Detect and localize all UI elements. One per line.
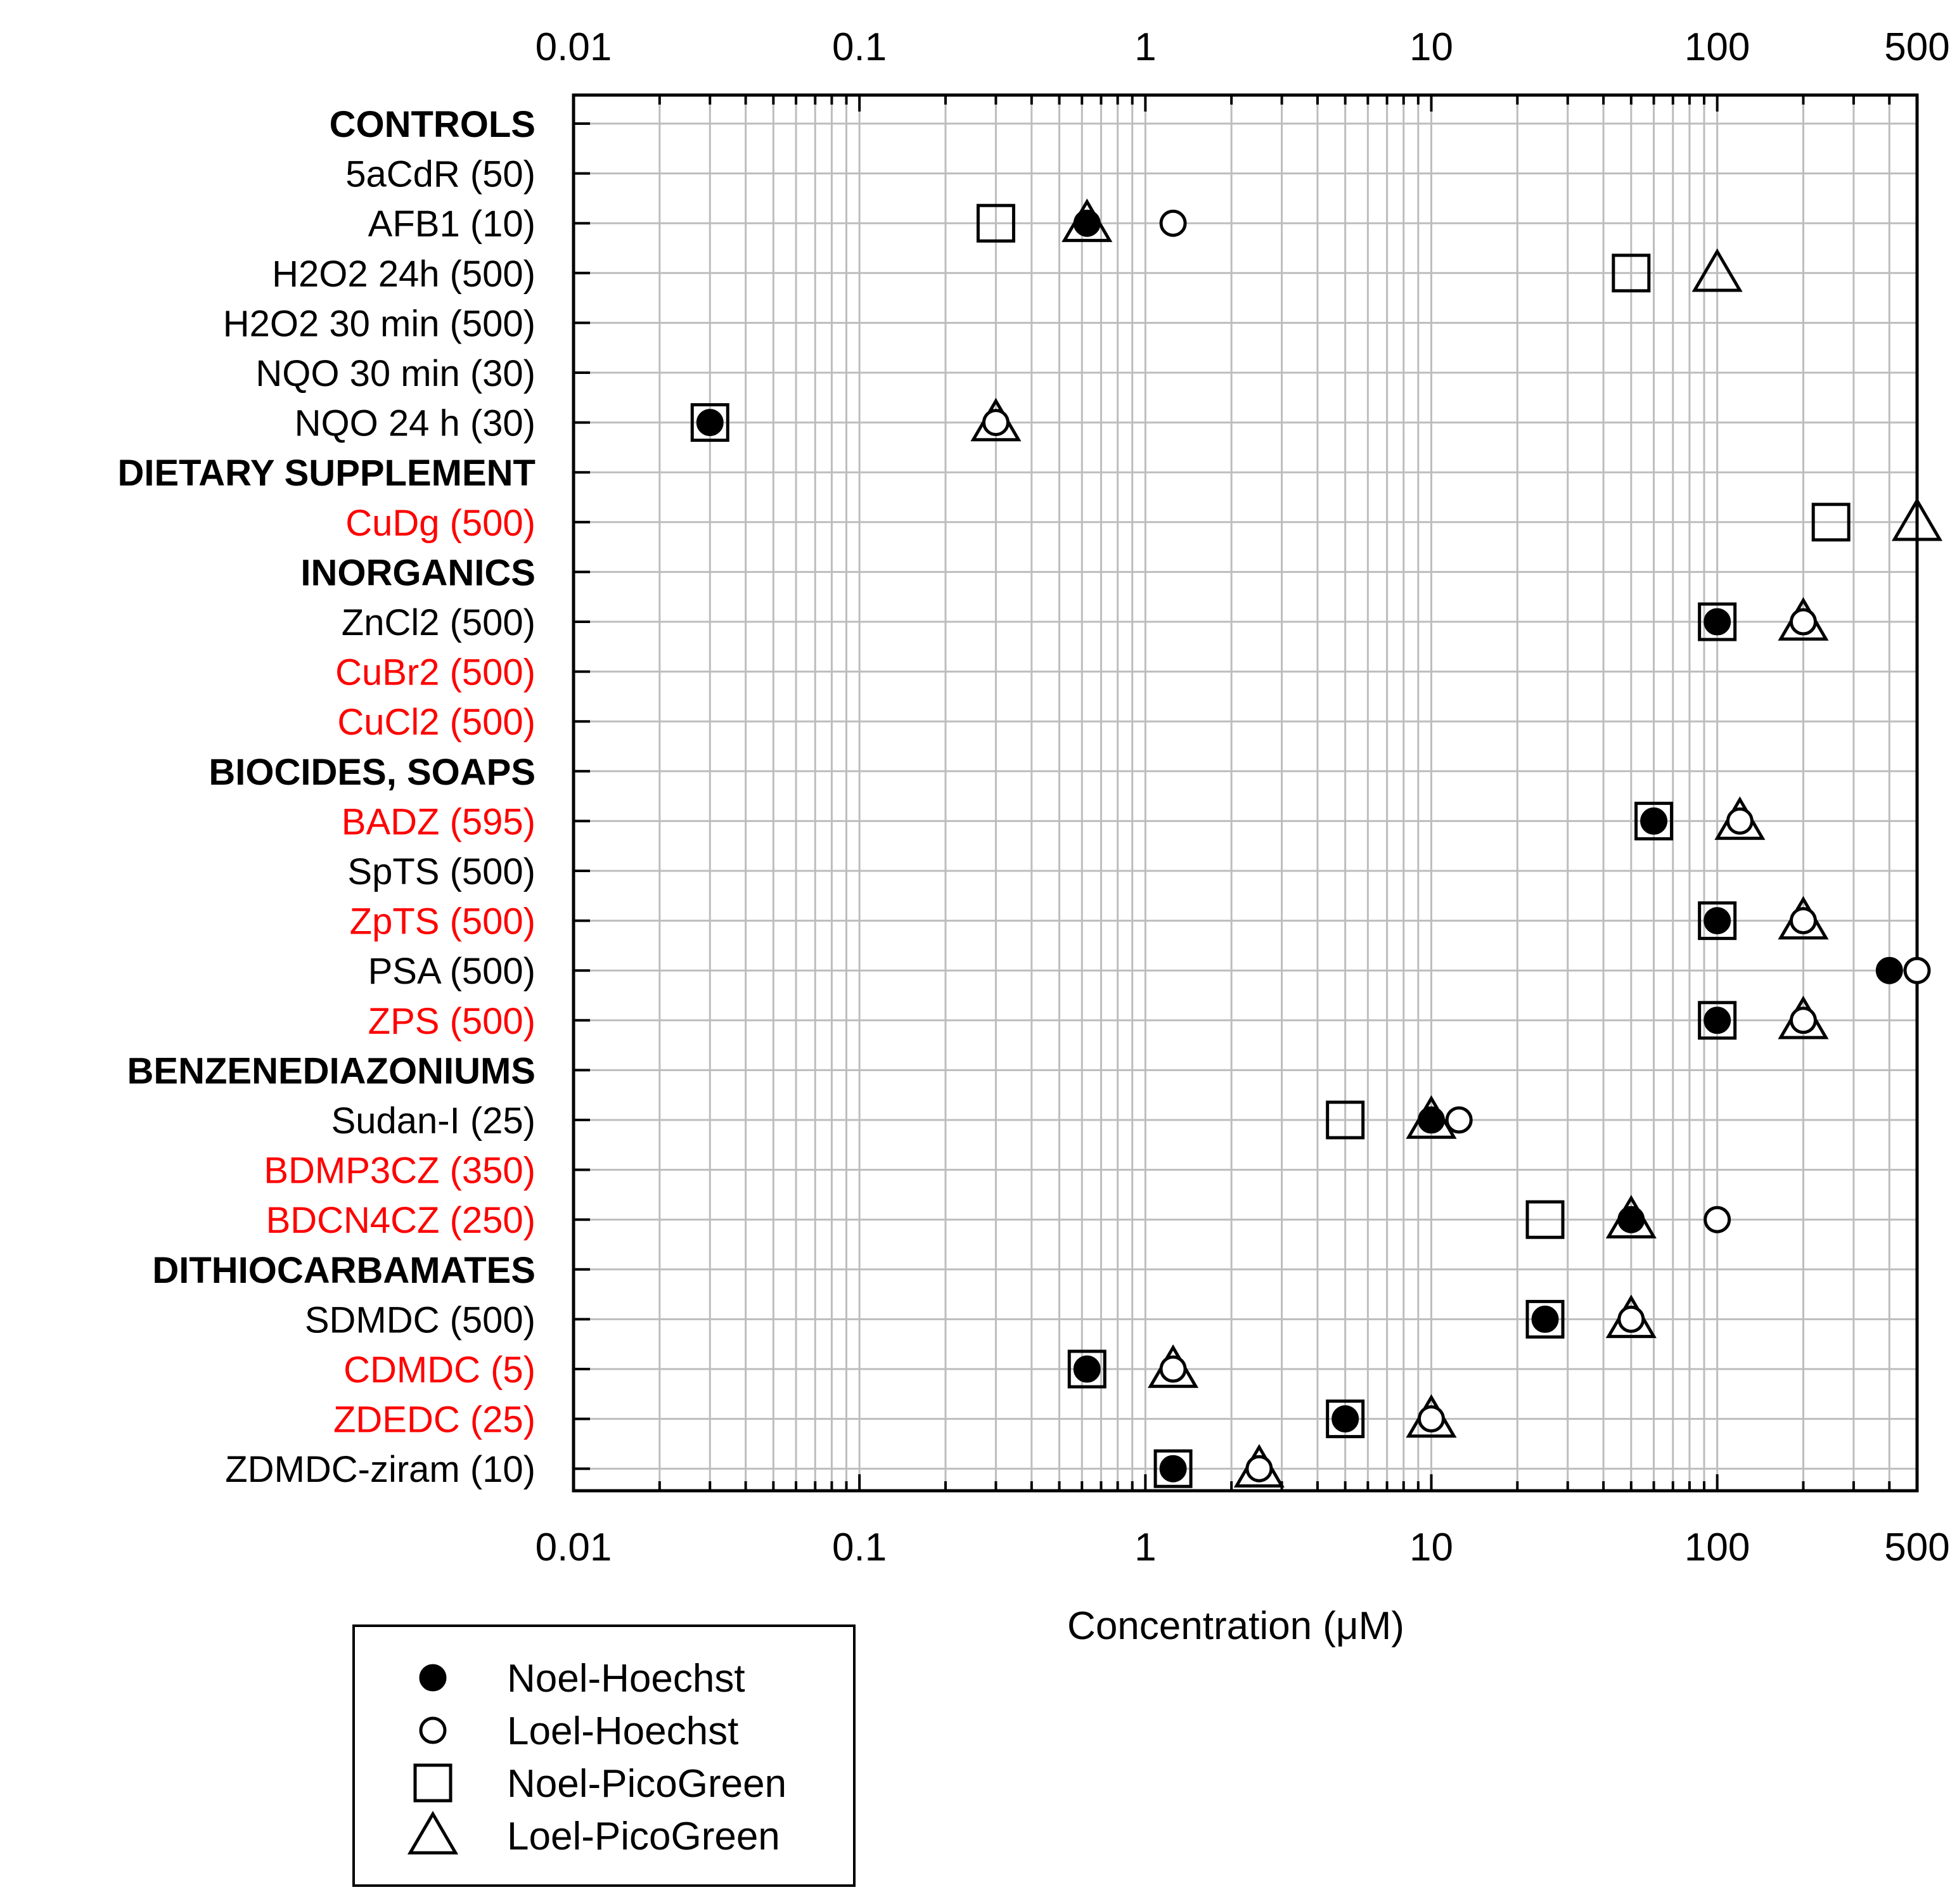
x-tick-label-top: 0.01 bbox=[536, 25, 612, 69]
x-tick-label-bottom: 0.1 bbox=[832, 1526, 887, 1569]
category-label: ZPS (500) bbox=[368, 1001, 536, 1042]
category-label: NQO 24 h (30) bbox=[295, 403, 536, 444]
marker-loel-hoechst bbox=[1159, 209, 1187, 237]
marker-noel-picogreen bbox=[976, 203, 1015, 243]
marker-noel-picogreen bbox=[690, 403, 729, 442]
marker-noel-picogreen bbox=[1634, 801, 1674, 840]
marker-noel-picogreen bbox=[1698, 1001, 1737, 1040]
marker-loel-hoechst bbox=[982, 409, 1010, 437]
marker-noel-hoechst bbox=[1704, 1007, 1731, 1034]
marker-loel-hoechst bbox=[1445, 1106, 1473, 1134]
category-label: BDCN4CZ (250) bbox=[266, 1200, 536, 1241]
marker-noel-picogreen bbox=[1698, 901, 1737, 941]
category-label: 5aCdR (50) bbox=[345, 154, 536, 195]
marker-loel-picogreen bbox=[1891, 497, 1943, 541]
category-header-label: INORGANICS bbox=[300, 552, 536, 593]
marker-noel-picogreen bbox=[1326, 1399, 1365, 1439]
marker-loel-hoechst bbox=[1726, 807, 1754, 835]
x-tick-label-bottom: 0.01 bbox=[536, 1526, 612, 1569]
data-markers bbox=[690, 198, 1943, 1488]
x-tick-label-top: 100 bbox=[1684, 25, 1750, 69]
marker-loel-picogreen bbox=[1691, 248, 1743, 292]
x-tick-label-bottom: 10 bbox=[1409, 1526, 1453, 1569]
marker-loel-hoechst bbox=[1789, 608, 1817, 636]
legend: Noel-Hoechst Loel-Hoechst Noel-PicoGreen Lo… bbox=[352, 1624, 856, 1887]
marker-noel-picogreen bbox=[1698, 602, 1737, 641]
category-label: ZpTS (500) bbox=[350, 901, 536, 942]
marker-noel-hoechst bbox=[1875, 956, 1903, 984]
marker-noel-picogreen bbox=[1612, 254, 1651, 293]
marker-noel-hoechst bbox=[1531, 1305, 1559, 1333]
category-label: BADZ (595) bbox=[342, 801, 536, 842]
legend-label-noel-hoechst: Noel-Hoechst bbox=[507, 1657, 745, 1701]
marker-noel-hoechst bbox=[1417, 1106, 1445, 1134]
x-tick-label-top: 10 bbox=[1409, 25, 1453, 69]
x-axis-title: Concentration (μM) bbox=[1067, 1604, 1404, 1648]
marker-noel-picogreen bbox=[1067, 1349, 1107, 1389]
legend-marker-noel-hoechst bbox=[419, 1664, 447, 1692]
marker-noel-hoechst bbox=[1073, 1355, 1101, 1383]
category-label: AFB1 (10) bbox=[368, 203, 536, 245]
x-tick-label-top: 0.1 bbox=[832, 25, 887, 69]
marker-loel-hoechst bbox=[1789, 1007, 1817, 1034]
category-label: CuCl2 (500) bbox=[337, 702, 536, 743]
marker-loel-hoechst bbox=[1159, 1355, 1187, 1383]
grid-lines bbox=[572, 95, 1918, 1491]
axis-ticks: 0.01 0.01 0.1 0.1 1 1 10 10 100 100 500 500 bbox=[536, 25, 1950, 1569]
marker-noel-hoechst bbox=[1640, 807, 1668, 835]
marker-noel-hoechst bbox=[1704, 907, 1731, 935]
category-label: CuBr2 (500) bbox=[335, 652, 536, 693]
row-labels: CONTROLS 5aCdR (50) AFB1 (10) H2O2 24h (500… bbox=[117, 104, 536, 1490]
legend-label-loel-picogreen: Loel-PicoGreen bbox=[507, 1815, 780, 1858]
marker-noel-hoechst bbox=[1073, 209, 1101, 237]
category-label: H2O2 30 min (500) bbox=[223, 303, 536, 344]
category-label: BDMP3CZ (350) bbox=[264, 1150, 536, 1192]
marker-noel-hoechst bbox=[1617, 1206, 1645, 1233]
marker-noel-picogreen bbox=[1525, 1299, 1565, 1339]
category-label: H2O2 24h (500) bbox=[272, 254, 536, 295]
legend-marker-loel-picogreen bbox=[407, 1811, 459, 1855]
marker-loel-hoechst bbox=[1789, 907, 1817, 935]
marker-noel-picogreen bbox=[1811, 503, 1851, 542]
legend-label-noel-picogreen: Noel-PicoGreen bbox=[507, 1762, 786, 1806]
x-tick-label-bottom: 100 bbox=[1684, 1526, 1750, 1569]
category-header-label: BIOCIDES, SOAPS bbox=[209, 752, 536, 793]
legend-marker-loel-hoechst bbox=[419, 1716, 447, 1744]
category-label: ZnCl2 (500) bbox=[342, 602, 536, 643]
marker-noel-hoechst bbox=[696, 409, 724, 437]
marker-loel-hoechst bbox=[1903, 956, 1931, 984]
category-label: NQO 30 min (30) bbox=[255, 353, 536, 394]
marker-noel-hoechst bbox=[1331, 1405, 1359, 1433]
marker-noel-picogreen bbox=[1153, 1449, 1193, 1488]
x-tick-label-bottom: 1 bbox=[1134, 1526, 1156, 1569]
marker-noel-hoechst bbox=[1704, 608, 1731, 636]
marker-loel-hoechst bbox=[1245, 1455, 1273, 1483]
category-label: Sudan-I (25) bbox=[331, 1100, 536, 1142]
marker-loel-hoechst bbox=[1417, 1405, 1445, 1433]
category-header-label: CONTROLS bbox=[330, 104, 536, 145]
legend-label-loel-hoechst: Loel-Hoechst bbox=[507, 1709, 738, 1753]
legend-entries: Noel-Hoechst Loel-Hoechst Noel-PicoGreen Lo… bbox=[407, 1657, 786, 1858]
category-header-label: BENZENEDIAZONIUMS bbox=[127, 1050, 536, 1091]
category-label: PSA (500) bbox=[368, 951, 536, 992]
marker-loel-hoechst bbox=[1617, 1305, 1645, 1333]
x-tick-label-top: 1 bbox=[1134, 25, 1156, 69]
category-label: ZDEDC (25) bbox=[333, 1399, 536, 1441]
legend-marker-noel-picogreen bbox=[413, 1763, 452, 1803]
category-label: CuDg (500) bbox=[345, 503, 536, 544]
category-label: CDMDC (5) bbox=[343, 1349, 536, 1391]
marker-noel-picogreen bbox=[1326, 1100, 1365, 1140]
category-label: SpTS (500) bbox=[347, 851, 536, 892]
plot-frame bbox=[572, 93, 1919, 1493]
category-header-label: DIETARY SUPPLEMENT bbox=[117, 453, 536, 494]
category-header-label: DITHIOCARBAMATES bbox=[152, 1250, 536, 1291]
x-tick-label-bottom: 500 bbox=[1884, 1526, 1949, 1569]
marker-loel-hoechst bbox=[1704, 1206, 1731, 1233]
category-label: SDMDC (500) bbox=[305, 1299, 536, 1341]
category-label: ZDMDC-ziram (10) bbox=[225, 1449, 536, 1490]
marker-noel-hoechst bbox=[1159, 1455, 1187, 1483]
x-tick-label-top: 500 bbox=[1884, 25, 1949, 69]
marker-noel-picogreen bbox=[1525, 1200, 1565, 1239]
